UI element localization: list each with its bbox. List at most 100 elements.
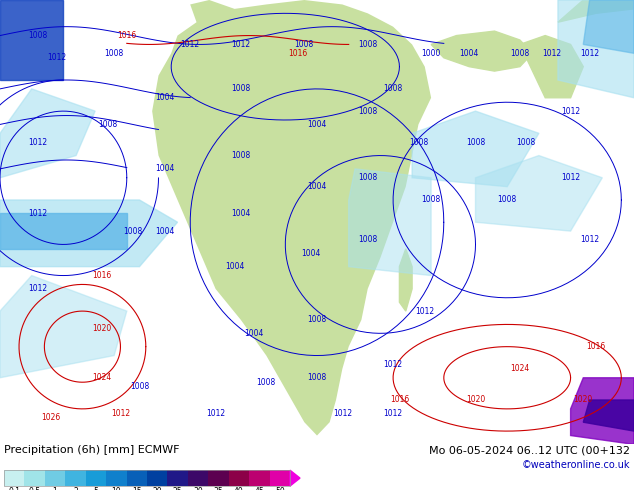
Bar [86,470,106,486]
Text: 1016: 1016 [390,395,409,404]
Text: 50: 50 [275,487,285,490]
Text: 1008: 1008 [130,382,149,391]
Text: 1008: 1008 [510,49,529,58]
Text: 1008: 1008 [231,84,250,94]
Polygon shape [431,31,533,71]
Polygon shape [399,249,412,311]
Polygon shape [520,36,583,98]
Text: 1008: 1008 [307,316,327,324]
Text: 20: 20 [152,487,162,490]
Text: 1008: 1008 [358,107,377,116]
Bar [4,470,25,486]
Text: 1008: 1008 [105,49,124,58]
Text: 1012: 1012 [561,173,580,182]
Polygon shape [583,0,634,53]
Polygon shape [571,378,634,444]
Text: 1012: 1012 [181,40,200,49]
Bar [167,470,188,486]
Polygon shape [412,111,539,187]
Text: 1004: 1004 [307,182,327,191]
Text: 1026: 1026 [41,413,60,422]
Polygon shape [0,89,95,178]
Polygon shape [583,400,634,431]
Polygon shape [178,71,235,120]
Text: 1012: 1012 [415,307,434,316]
Text: 1020: 1020 [466,395,485,404]
Text: 1008: 1008 [358,173,377,182]
Bar [209,470,229,486]
Text: 1012: 1012 [29,209,48,218]
Text: 1008: 1008 [384,84,403,94]
Text: Precipitation (6h) [mm] ECMWF: Precipitation (6h) [mm] ECMWF [4,445,179,455]
Text: 1008: 1008 [517,138,536,147]
Text: 1008: 1008 [307,373,327,382]
Bar [4,470,290,486]
Text: 1024: 1024 [92,373,111,382]
Text: 0.5: 0.5 [29,487,41,490]
Text: 1012: 1012 [231,40,250,49]
Text: 1012: 1012 [29,138,48,147]
Text: 1016: 1016 [117,31,136,40]
Bar [0,0,63,80]
Polygon shape [349,169,431,275]
Bar [229,470,249,486]
Text: 45: 45 [254,487,264,490]
Text: 1008: 1008 [295,40,314,49]
Polygon shape [476,155,602,231]
Text: 0.1: 0.1 [8,487,20,490]
Text: 1008: 1008 [231,151,250,160]
Text: 1016: 1016 [586,342,605,351]
Text: 1012: 1012 [29,284,48,294]
Text: 1008: 1008 [409,138,428,147]
Polygon shape [152,0,431,436]
Text: 1: 1 [53,487,58,490]
Text: 1012: 1012 [542,49,561,58]
Polygon shape [558,0,634,98]
Text: 35: 35 [214,487,223,490]
Text: 1004: 1004 [225,262,244,271]
Text: 1008: 1008 [358,40,377,49]
Text: 1008: 1008 [98,120,117,129]
Text: 1008: 1008 [124,226,143,236]
Text: 1004: 1004 [301,249,320,258]
Text: 1016: 1016 [288,49,307,58]
Polygon shape [558,0,634,22]
Bar [25,470,45,486]
Bar [106,470,127,486]
Text: ©weatheronline.co.uk: ©weatheronline.co.uk [522,460,630,470]
Polygon shape [0,200,178,267]
Text: 1012: 1012 [580,236,599,245]
Text: 1020: 1020 [92,324,111,333]
Text: 1012: 1012 [48,53,67,62]
Text: 1008: 1008 [257,378,276,387]
Bar [45,470,65,486]
Text: 1008: 1008 [358,236,377,245]
Text: 1012: 1012 [561,107,580,116]
Text: 1012: 1012 [206,409,225,418]
Bar [147,470,167,486]
Polygon shape [0,275,127,378]
Text: 1004: 1004 [307,120,327,129]
Text: 1012: 1012 [580,49,599,58]
Bar [127,470,147,486]
Text: 30: 30 [193,487,203,490]
Text: 1008: 1008 [29,31,48,40]
Text: 1008: 1008 [466,138,485,147]
Text: 40: 40 [234,487,244,490]
Text: 1004: 1004 [155,226,174,236]
Text: 1008: 1008 [498,196,517,204]
Text: 1024: 1024 [510,365,529,373]
Text: 1020: 1020 [574,395,593,404]
Bar [65,470,86,486]
Text: 1000: 1000 [422,49,441,58]
Text: 1016: 1016 [92,271,111,280]
Bar [249,470,269,486]
Text: 10: 10 [112,487,121,490]
Text: 1004: 1004 [460,49,479,58]
Bar [188,470,209,486]
Text: 1004: 1004 [231,209,250,218]
Text: 1004: 1004 [155,164,174,173]
Text: 1004: 1004 [155,93,174,102]
Text: 1012: 1012 [333,409,352,418]
Text: 1012: 1012 [111,409,130,418]
